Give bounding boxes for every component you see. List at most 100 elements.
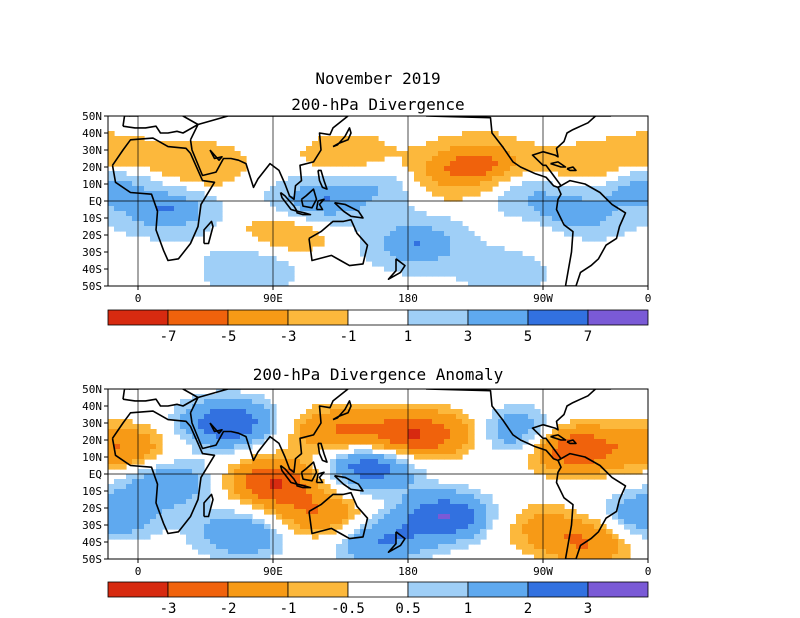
field-cell <box>216 216 223 222</box>
colorbar-label: 1 <box>404 329 412 345</box>
field-cell <box>468 181 475 187</box>
field-cell <box>600 226 607 232</box>
field-cell <box>264 261 271 267</box>
field-cell <box>630 141 637 147</box>
field-cell <box>210 394 217 400</box>
field-cell <box>372 231 379 237</box>
field-cell <box>636 181 643 187</box>
field-cell <box>522 181 529 187</box>
field-cell <box>480 146 487 152</box>
field-cell <box>588 206 595 212</box>
field-cell <box>168 221 175 227</box>
field-cell <box>378 251 385 257</box>
field-cell <box>150 206 157 212</box>
field-cell <box>126 444 133 450</box>
field-cell <box>438 504 445 510</box>
field-cell <box>474 529 481 535</box>
field-cell <box>138 141 145 147</box>
field-cell <box>594 206 601 212</box>
field-cell <box>624 186 631 192</box>
field-cell <box>192 459 199 465</box>
lat-tick-label: EQ <box>89 195 102 208</box>
field-cell <box>588 469 595 475</box>
field-cell <box>174 429 181 435</box>
field-cell <box>150 499 157 505</box>
field-cell <box>510 201 517 207</box>
field-cell <box>414 539 421 545</box>
field-cell <box>264 554 271 559</box>
field-cell <box>450 434 457 440</box>
field-cell <box>318 211 325 217</box>
field-cell <box>486 429 493 435</box>
field-cell <box>324 509 331 515</box>
field-cell <box>360 176 367 182</box>
field-cell <box>558 444 565 450</box>
field-cell <box>132 434 139 440</box>
field-cell <box>414 226 421 232</box>
colorbar-swatch <box>527 581 589 598</box>
field-cell <box>174 474 181 480</box>
field-cell <box>456 191 463 197</box>
field-cell <box>138 424 145 430</box>
field-cell <box>618 544 625 550</box>
field-cell <box>282 206 289 212</box>
field-cell <box>210 434 217 440</box>
field-cell <box>636 196 643 202</box>
field-cell <box>264 196 271 202</box>
field-cell <box>396 519 403 525</box>
field-cell <box>114 136 121 142</box>
field-cell <box>252 266 259 272</box>
field-cell <box>606 196 613 202</box>
field-cell <box>384 459 391 465</box>
field-cell <box>522 424 529 430</box>
field-cell <box>534 196 541 202</box>
field-cell <box>192 226 199 232</box>
field-cell <box>336 454 343 460</box>
field-cell <box>162 479 169 485</box>
field-cell <box>636 449 643 455</box>
field-cell <box>534 419 541 425</box>
field-cell <box>252 231 259 237</box>
field-cell <box>372 196 379 202</box>
lat-tick-label: 50S <box>82 280 102 293</box>
field-cell <box>168 226 175 232</box>
field-cell <box>246 514 253 520</box>
field-cell <box>444 171 451 177</box>
field-cell <box>120 499 127 505</box>
field-cell <box>636 176 643 182</box>
field-cell <box>606 231 613 237</box>
field-cell <box>528 181 535 187</box>
field-cell <box>108 196 115 202</box>
field-cell <box>336 181 343 187</box>
field-cell <box>384 504 391 510</box>
field-cell <box>228 151 235 157</box>
field-cell <box>120 459 127 465</box>
field-cell <box>438 404 445 410</box>
field-cell <box>180 216 187 222</box>
field-cell <box>312 489 319 495</box>
field-cell <box>168 201 175 207</box>
field-cell <box>150 146 157 152</box>
field-cell <box>408 266 415 272</box>
field-cell <box>612 136 619 142</box>
field-cell <box>528 276 535 282</box>
field-cell <box>606 459 613 465</box>
field-cell <box>198 419 205 425</box>
lat-tick-label: 20S <box>82 229 102 242</box>
field-cell <box>324 504 331 510</box>
field-cell <box>516 434 523 440</box>
field-cell <box>174 424 181 430</box>
field-cell <box>462 271 469 277</box>
field-cell <box>468 176 475 182</box>
field-cell <box>180 156 187 162</box>
field-cell <box>612 499 619 505</box>
field-cell <box>324 201 331 207</box>
field-cell <box>468 281 475 286</box>
field-cell <box>630 454 637 460</box>
field-cell <box>474 514 481 520</box>
field-cell <box>456 181 463 187</box>
field-cell <box>552 519 559 525</box>
colorbar-swatch <box>467 309 529 326</box>
field-cell <box>300 464 307 470</box>
field-cell <box>318 141 325 147</box>
